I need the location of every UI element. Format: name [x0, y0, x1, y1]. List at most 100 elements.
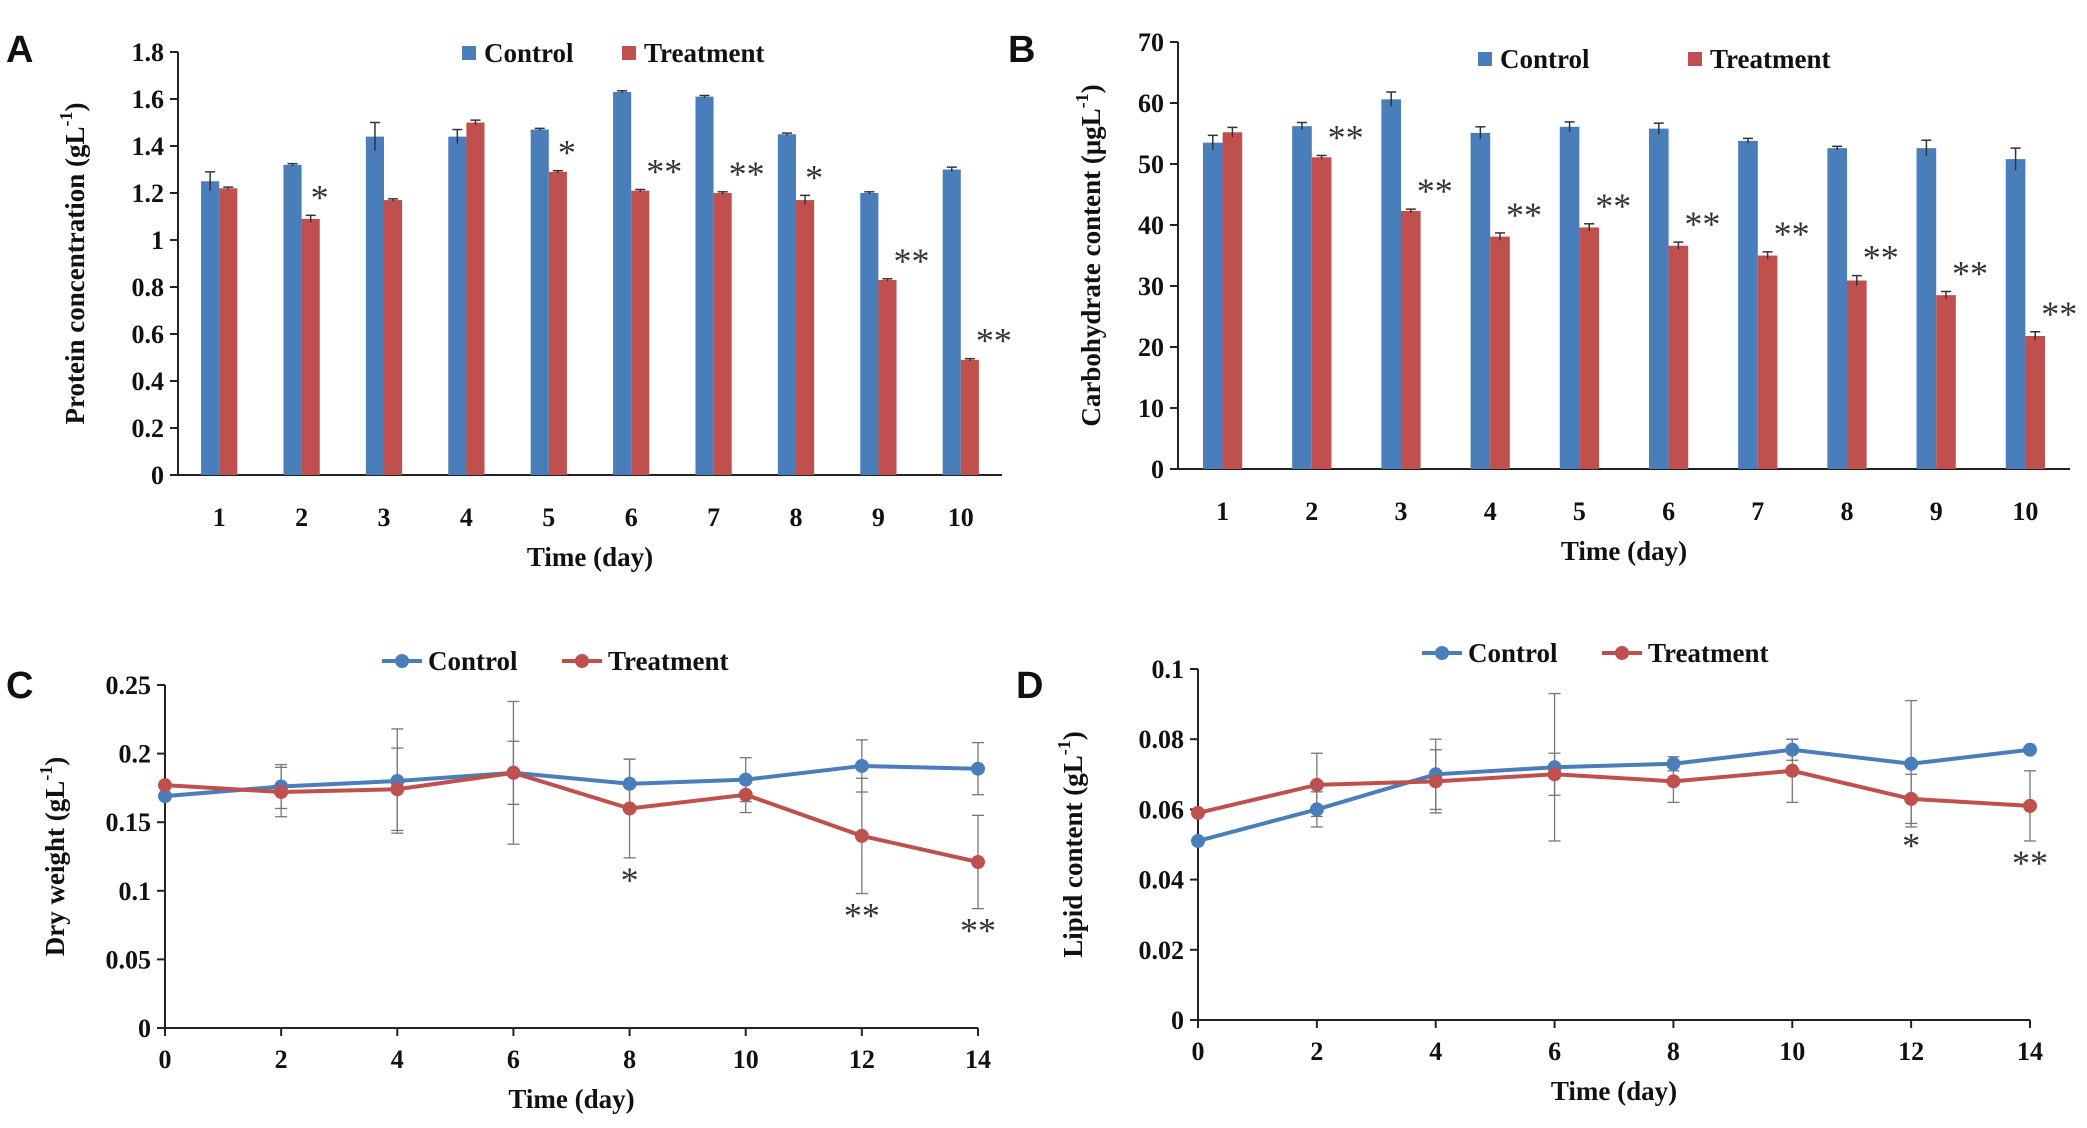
- panel-d-y-tick-label: 0.02: [1139, 936, 1185, 965]
- panel-c-y-tick-label: 0: [138, 1014, 151, 1043]
- panel-b-carbohydrate-chart: B 0 10 20 30 40 50 60 70 Carbohydrate content (μ…: [1008, 28, 2077, 566]
- panel-a-x-axis-title: Time (day): [527, 542, 653, 572]
- panel-c-x-tick-label: 2: [275, 1045, 288, 1074]
- panel-b-significance-marker: **: [2041, 294, 2077, 334]
- panel-d-x-tick-label: 12: [1898, 1037, 1924, 1066]
- panel-d-point-treatment-day-2: [1309, 777, 1324, 792]
- panel-d-legend-label-control: Control: [1468, 638, 1558, 668]
- panel-d-y-tick-label: 0.04: [1139, 866, 1185, 895]
- panel-d-y-tick-label: 0.06: [1139, 795, 1185, 824]
- panel-b-bar-control-day-4: [1470, 132, 1491, 469]
- panel-d-x-tick-label: 4: [1429, 1037, 1442, 1066]
- panel-b-significance-marker: **: [1328, 117, 1364, 157]
- panel-c-x-tick-label: 0: [159, 1045, 172, 1074]
- panel-b-legend-label-treatment: Treatment: [1710, 44, 1830, 74]
- panel-a-y-tick-label: 1.8: [132, 38, 165, 67]
- panel-d-point-control-day-0: [1191, 833, 1205, 848]
- panel-b-y-axis-title-close: ): [1076, 84, 1106, 93]
- panel-b-significance-marker: **: [1774, 214, 1810, 254]
- panel-b-bar-treatment-day-9: [1936, 295, 1956, 469]
- panel-a-significance-marker: *: [558, 133, 576, 173]
- panel-a-bar-treatment-day-5: [548, 171, 567, 475]
- panel-d-series-line-treatment: [1197, 768, 2031, 815]
- panel-b-y-tick-label: 60: [1138, 89, 1164, 118]
- panel-a-y-axis-title-main: Protein concentration (gL: [60, 127, 90, 425]
- panel-b-x-axis-title: Time (day): [1561, 536, 1687, 566]
- panel-a-x-tick-label: 2: [295, 503, 308, 532]
- panel-b-y-axis-title-main: Carbohydrate content (μgL: [1076, 108, 1106, 426]
- panel-b-legend-swatch-control: [1478, 52, 1492, 66]
- panel-a-y-tick-label: 1.6: [132, 85, 165, 114]
- panel-b-y-tick-label: 40: [1138, 211, 1164, 240]
- panel-c-y-axis-title-main: Dry weight (gL: [40, 781, 70, 956]
- panel-a-significance-marker: *: [311, 177, 329, 217]
- panel-b-bar-treatment-day-7: [1757, 255, 1778, 469]
- panel-b-x-tick-label: 9: [1930, 497, 1943, 526]
- panel-a-significance-marker: **: [976, 321, 1012, 361]
- panel-a-bar-treatment-day-9: [878, 279, 897, 475]
- panel-a-bar-control-day-7: [695, 96, 714, 476]
- panel-a-x-tick-label: 4: [460, 503, 473, 532]
- panel-a-y-tick-label: 1: [151, 226, 164, 255]
- panel-a-x-tick-label: 7: [707, 503, 720, 532]
- panel-b-bar-control-day-8: [1827, 148, 1847, 469]
- panel-b-bar-treatment-day-4: [1490, 236, 1510, 469]
- panel-a-x-tick-label: 10: [948, 503, 974, 532]
- panel-a-x-tick-label: 5: [542, 503, 555, 532]
- panel-c-point-treatment-day-12: [854, 828, 869, 843]
- panel-d-point-treatment-day-8: [1666, 774, 1681, 789]
- panel-b-significance-marker: **: [1863, 238, 1899, 278]
- panel-c-x-tick-label: 6: [507, 1045, 520, 1074]
- panel-c-y-axis-title-sup: -1: [36, 766, 56, 781]
- panel-a-y-tick-label: 1.2: [132, 179, 165, 208]
- panel-d-significance-marker: **: [2012, 843, 2048, 883]
- panel-c-point-control-day-14: [971, 761, 985, 776]
- panel-b-bar-control-day-2: [1292, 126, 1312, 470]
- panel-a-x-tick-label: 8: [790, 503, 803, 532]
- panel-a-significance-marker: *: [805, 157, 823, 197]
- panel-a-bar-treatment-day-3: [384, 200, 403, 476]
- panel-d-legend-marker-control: [1435, 646, 1449, 660]
- panel-d-y-tick-label: 0.08: [1139, 725, 1185, 754]
- panel-b-y-tick-label: 0: [1151, 455, 1164, 484]
- panel-b-bar-control-day-10: [2005, 159, 2026, 469]
- panel-b-significance-marker: **: [1417, 171, 1453, 211]
- panel-c-legend-label-treatment: Treatment: [608, 646, 728, 676]
- panel-b-significance-marker: **: [1595, 186, 1631, 226]
- panel-d-lipid-chart: D 0 0.02 0.04 0.06 0.08 0.1 Lipid content (gL-…: [1016, 638, 2048, 1106]
- panel-b-x-tick-label: 2: [1305, 497, 1318, 526]
- panel-b-bar-treatment-day-8: [1847, 280, 1867, 469]
- panel-d-point-control-day-8: [1666, 756, 1681, 771]
- panel-d-x-tick-label: 6: [1548, 1037, 1561, 1066]
- panel-c-y-tick-label: 0.05: [106, 945, 152, 974]
- panel-d-x-tick-label: 14: [2017, 1037, 2043, 1066]
- panel-a-y-axis-title-close: ): [60, 103, 90, 112]
- panel-b-y-axis-title: Carbohydrate content (μgL-1): [1072, 84, 1106, 426]
- panel-a-significance-marker: **: [729, 154, 765, 194]
- panel-b-x-tick-label: 10: [2012, 497, 2038, 526]
- panel-c-point-treatment-day-0: [158, 778, 172, 793]
- panel-c-series-line-control: [164, 763, 979, 799]
- panel-d-significance-marker: *: [1902, 825, 1920, 865]
- panel-d-point-control-day-2: [1309, 802, 1324, 817]
- panel-b-bar-treatment-day-3: [1401, 210, 1421, 469]
- panel-c-y-axis-title: Dry weight (gL-1): [36, 757, 70, 956]
- panel-c-x-tick-label: 8: [623, 1045, 636, 1074]
- panel-a-bar-control-day-3: [365, 136, 384, 475]
- panel-a-legend-label-control: Control: [484, 38, 574, 68]
- panel-b-x-tick-label: 6: [1662, 497, 1675, 526]
- panel-c-x-tick-label: 4: [391, 1045, 404, 1074]
- panel-c-y-tick-label: 0.1: [119, 877, 152, 906]
- panel-b-letter: B: [1008, 29, 1035, 71]
- panel-d-point-control-day-14: [2023, 742, 2037, 757]
- panel-b-significance-marker: **: [1952, 253, 1988, 293]
- panel-c-point-treatment-day-4: [390, 782, 405, 797]
- panel-b-x-tick-label: 4: [1484, 497, 1497, 526]
- panel-d-point-treatment-day-14: [2023, 798, 2037, 813]
- panel-b-y-axis-title-sup: -1: [1072, 93, 1092, 108]
- panel-b-y-tick-label: 70: [1138, 28, 1164, 57]
- panel-d-x-axis-title: Time (day): [1551, 1076, 1677, 1106]
- panel-b-bar-treatment-day-6: [1668, 245, 1689, 469]
- panel-d-x-tick-label: 2: [1310, 1037, 1323, 1066]
